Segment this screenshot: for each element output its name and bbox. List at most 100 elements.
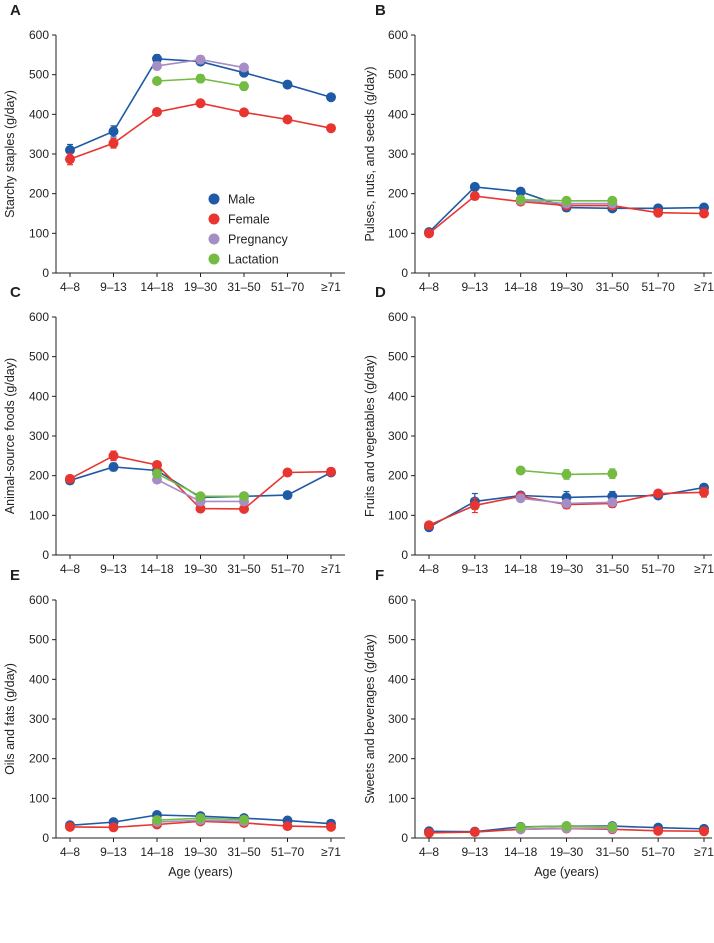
y-axis-label: Pulses, nuts, and seeds (g/day) xyxy=(363,66,377,241)
y-tick-label: 600 xyxy=(29,310,49,324)
y-tick-label: 500 xyxy=(388,68,408,82)
x-tick-label: 4–8 xyxy=(419,845,439,859)
data-point-female xyxy=(195,503,206,514)
data-point-female xyxy=(326,466,336,477)
x-tick-label: 51–70 xyxy=(641,845,675,859)
x-tick-label: 4–8 xyxy=(60,845,80,859)
series-lactation xyxy=(152,813,249,826)
y-tick-label: 400 xyxy=(29,672,49,686)
y-tick-label: 0 xyxy=(42,548,49,562)
series-pregnancy xyxy=(515,493,618,509)
data-point-female xyxy=(195,98,206,109)
y-tick-label: 500 xyxy=(388,350,408,364)
data-point-male xyxy=(108,126,119,137)
data-point-lactation xyxy=(152,815,162,826)
data-point-lactation xyxy=(607,468,618,479)
panel-letter-b: B xyxy=(375,2,386,19)
data-point-lactation xyxy=(515,822,526,833)
y-axis-label: Sweets and beverages (g/day) xyxy=(363,634,377,804)
y-tick-label: 200 xyxy=(29,752,49,766)
panel-letter-f: F xyxy=(375,567,384,584)
x-tick-label: 31–50 xyxy=(227,845,261,859)
legend-marker-lactation xyxy=(208,253,220,265)
series-lactation xyxy=(152,73,249,92)
data-point-lactation xyxy=(195,813,206,824)
data-point-female xyxy=(282,467,293,478)
x-tick-label: 14–18 xyxy=(504,280,538,294)
data-point-pregnancy xyxy=(195,54,206,65)
x-tick-label: 19–30 xyxy=(550,845,584,859)
data-point-lactation xyxy=(239,814,249,825)
x-tick-label: ≥71 xyxy=(694,562,714,576)
data-point-female xyxy=(699,208,709,219)
y-tick-label: 200 xyxy=(388,752,408,766)
series-female xyxy=(65,98,336,166)
x-tick-label: 51–70 xyxy=(271,845,305,859)
y-tick-label: 100 xyxy=(29,791,49,805)
legend: Male Female Pregnancy Lactation xyxy=(208,193,289,267)
series-lactation xyxy=(152,468,249,502)
data-point-female xyxy=(108,450,119,461)
panel-f: F 0 100 200 300 400 500 600 4–8 9–13 14–18 19–30 31–… xyxy=(363,567,714,879)
y-tick-label: 0 xyxy=(401,548,408,562)
y-tick-label: 300 xyxy=(388,147,408,161)
data-point-female xyxy=(282,821,293,832)
data-point-lactation xyxy=(607,821,618,832)
x-tick-label: 14–18 xyxy=(140,562,174,576)
data-point-female xyxy=(653,825,664,836)
x-axis-label: Age (years) xyxy=(168,865,233,879)
y-tick-label: 200 xyxy=(388,469,408,483)
x-tick-label: ≥71 xyxy=(321,845,341,859)
y-tick-label: 0 xyxy=(401,831,408,845)
data-point-pregnancy xyxy=(152,60,162,71)
data-point-female xyxy=(239,107,249,118)
series-lactation xyxy=(515,821,618,833)
y-tick-label: 500 xyxy=(29,633,49,647)
y-tick-label: 300 xyxy=(29,429,49,443)
y-tick-label: 400 xyxy=(29,107,49,121)
y-tick-label: 0 xyxy=(401,266,408,280)
y-tick-label: 200 xyxy=(388,187,408,201)
y-tick-label: 400 xyxy=(388,389,408,403)
data-point-male xyxy=(108,461,119,472)
data-point-female xyxy=(653,207,664,218)
panel-b: B 0 100 200 300 400 500 600 4–8 9–13 14–18 19–30 31–… xyxy=(363,2,714,294)
y-tick-label: 300 xyxy=(388,712,408,726)
y-tick-label: 100 xyxy=(29,508,49,522)
x-axis-label: Age (years) xyxy=(534,865,599,879)
data-point-lactation xyxy=(515,465,526,476)
panel-letter-a: A xyxy=(10,2,21,19)
y-tick-label: 600 xyxy=(388,593,408,607)
x-tick-label: 14–18 xyxy=(140,845,174,859)
data-point-lactation xyxy=(561,469,572,480)
panel-letter-d: D xyxy=(375,284,386,301)
y-tick-label: 0 xyxy=(42,266,49,280)
y-tick-label: 600 xyxy=(29,593,49,607)
y-tick-label: 400 xyxy=(29,389,49,403)
x-tick-label: 31–50 xyxy=(596,562,630,576)
data-point-female xyxy=(108,138,119,149)
data-point-pregnancy xyxy=(561,498,572,509)
x-tick-label: 31–50 xyxy=(227,562,261,576)
data-point-female xyxy=(424,520,434,531)
panel-c: C 0 100 200 300 400 500 600 4–8 9–13 14–18 19–30 31–… xyxy=(3,284,345,576)
y-tick-label: 600 xyxy=(388,310,408,324)
panel-letter-e: E xyxy=(10,567,20,584)
data-point-female xyxy=(469,191,480,202)
data-point-lactation xyxy=(561,821,572,832)
legend-label-male: Male xyxy=(228,193,255,207)
data-point-pregnancy xyxy=(515,493,526,504)
y-tick-label: 500 xyxy=(388,633,408,647)
data-point-female xyxy=(152,106,162,117)
x-tick-label: 9–13 xyxy=(100,562,127,576)
x-tick-label: 19–30 xyxy=(184,280,218,294)
x-tick-label: 19–30 xyxy=(184,845,218,859)
x-tick-label: 14–18 xyxy=(504,562,538,576)
y-axis-label: Fruits and vegetables (g/day) xyxy=(363,355,377,517)
data-point-female xyxy=(699,826,709,837)
x-tick-label: 51–70 xyxy=(271,280,305,294)
data-point-lactation xyxy=(515,194,526,205)
data-point-female xyxy=(653,488,664,499)
series-lactation xyxy=(515,194,618,206)
data-point-male xyxy=(469,181,480,192)
